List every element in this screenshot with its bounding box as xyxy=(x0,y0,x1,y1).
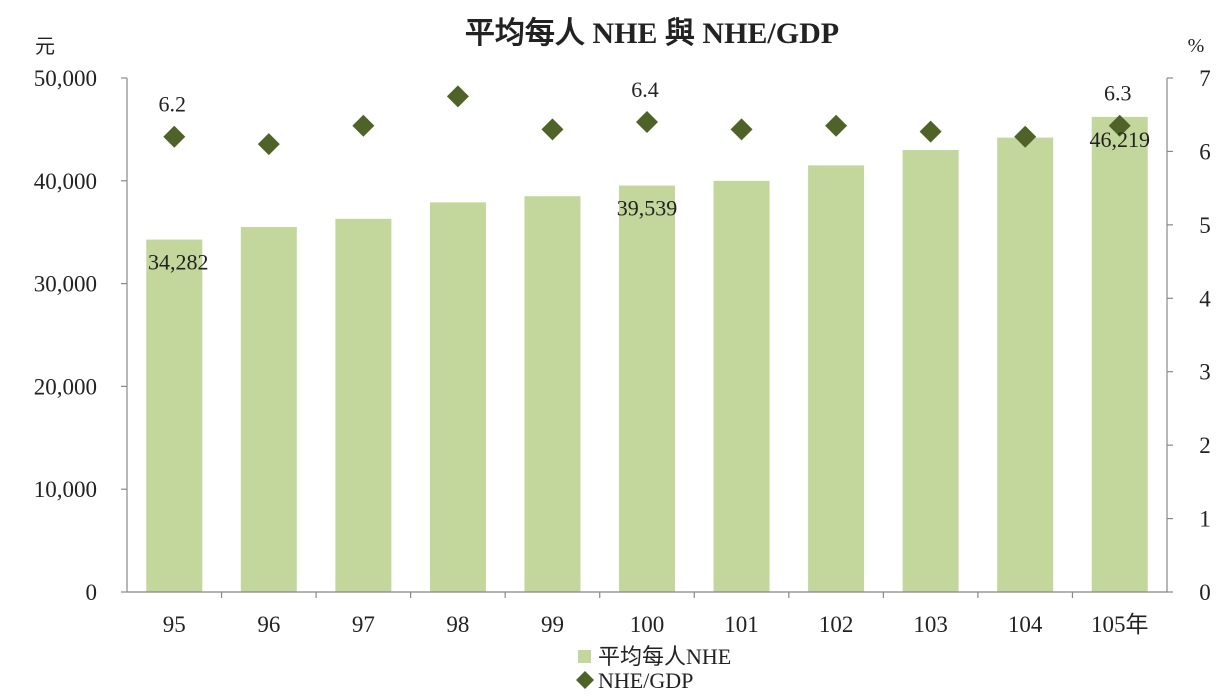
left-tick-label: 10,000 xyxy=(34,477,97,502)
point-101 xyxy=(730,118,753,141)
point-103 xyxy=(919,120,942,143)
x-tick-label: 99 xyxy=(541,612,564,637)
right-tick-label: 2 xyxy=(1199,433,1211,458)
bar-101 xyxy=(713,180,770,593)
x-tick-label: 95 xyxy=(163,612,186,637)
left-tick-label: 30,000 xyxy=(34,272,97,297)
right-tick-label: 3 xyxy=(1199,360,1211,385)
right-tick-label: 7 xyxy=(1199,66,1211,91)
right-tick-label: 0 xyxy=(1199,580,1211,605)
left-tick-label: 50,000 xyxy=(34,66,97,91)
bar-data-label: 34,282 xyxy=(148,250,209,275)
point-102 xyxy=(825,114,848,137)
bar-97 xyxy=(335,218,392,592)
right-tick-label: 1 xyxy=(1199,507,1211,532)
bar-96 xyxy=(240,227,297,592)
bar-102 xyxy=(808,165,865,592)
legend-bar-label: 平均每人NHE xyxy=(598,644,731,669)
bar-98 xyxy=(429,202,486,592)
point-104 xyxy=(1014,125,1037,148)
bar-99 xyxy=(524,196,581,592)
x-tick-label: 97 xyxy=(352,612,375,637)
right-axis-unit: % xyxy=(1188,35,1205,57)
bar-data-label: 46,219 xyxy=(1089,127,1150,152)
bar-95 xyxy=(146,239,203,592)
x-tick-label: 102 xyxy=(819,612,854,637)
chart-title: 平均每人 NHE 與 NHE/GDP xyxy=(465,16,839,50)
left-tick-label: 0 xyxy=(86,580,98,605)
bar-data-label: 39,539 xyxy=(617,196,678,221)
point-98 xyxy=(446,85,469,108)
x-tick-label: 100 xyxy=(630,612,665,637)
right-tick-label: 5 xyxy=(1199,213,1211,238)
point-97 xyxy=(352,114,375,137)
point-95 xyxy=(163,125,186,148)
x-tick-label: 98 xyxy=(446,612,469,637)
bar-103 xyxy=(902,149,959,592)
point-96 xyxy=(257,133,280,156)
point-100 xyxy=(636,111,658,134)
x-tick-label: 103 xyxy=(913,612,948,637)
point-105年 xyxy=(1108,114,1131,137)
left-tick-label: 40,000 xyxy=(34,169,97,194)
x-tick-label: 101 xyxy=(724,612,759,637)
point-data-label: 6.3 xyxy=(1104,81,1132,106)
plot-area: 0 10,000 20,000 30,000 40,000 50,000 0 1 2 3 4 5 6 7 9… xyxy=(34,66,1212,637)
x-tick-label: 105年 xyxy=(1091,612,1149,637)
legend-point-swatch xyxy=(576,671,594,689)
x-tick-label: 96 xyxy=(257,612,280,637)
point-99 xyxy=(541,118,564,141)
right-tick-label: 4 xyxy=(1199,286,1211,311)
right-tick-label: 6 xyxy=(1199,139,1211,164)
left-axis-unit: 元 xyxy=(35,36,55,58)
bar-100 xyxy=(619,185,675,593)
point-data-label: 6.4 xyxy=(631,77,659,102)
legend-bar-swatch xyxy=(578,650,591,663)
left-tick-label: 20,000 xyxy=(34,374,97,399)
bar-104 xyxy=(997,137,1054,592)
point-data-label: 6.2 xyxy=(159,92,187,117)
x-tick-label: 104 xyxy=(1008,612,1043,637)
bar-105年 xyxy=(1091,116,1148,592)
legend-point-label: NHE/GDP xyxy=(598,668,693,693)
